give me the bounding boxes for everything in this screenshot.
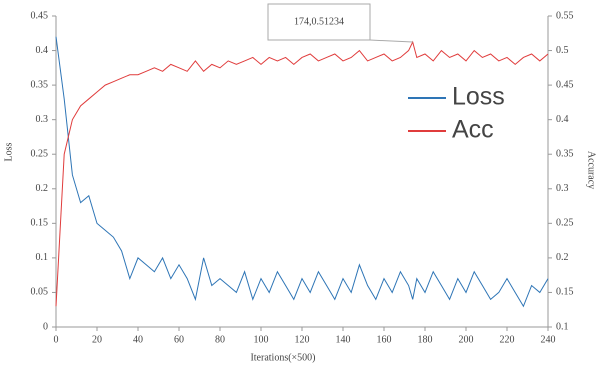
y2-tick-label: 0.35 <box>556 149 574 160</box>
annotation-text: 174,0.51234 <box>294 16 344 27</box>
legend-label: Acc <box>452 116 494 144</box>
x-tick-label: 140 <box>336 334 351 345</box>
y2-axis-label: Accuracy <box>586 151 597 189</box>
y2-tick-label: 0.55 <box>556 10 574 21</box>
y2-tick-label: 0.2 <box>556 252 569 263</box>
x-tick-label: 40 <box>133 334 143 345</box>
annotation-leader <box>369 39 413 43</box>
y2-tick-label: 0.1 <box>556 321 569 332</box>
y-tick-label: 0.3 <box>36 114 49 125</box>
annotation-box <box>267 3 371 41</box>
x-tick-label: 160 <box>377 334 392 345</box>
x-tick-label: 120 <box>295 334 310 345</box>
x-tick-label: 20 <box>92 334 102 345</box>
x-tick-label: 220 <box>500 334 515 345</box>
y2-tick-label: 0.25 <box>556 218 574 229</box>
x-tick-label: 60 <box>174 334 184 345</box>
y-tick-label: 0.05 <box>31 287 49 298</box>
x-tick-label: 180 <box>418 334 433 345</box>
y-tick-label: 0.35 <box>31 79 49 90</box>
y2-tick-label: 0.5 <box>556 45 569 56</box>
y-tick-label: 0.45 <box>31 10 49 21</box>
series-line <box>55 36 549 308</box>
y-tick-label: 0.2 <box>36 183 49 194</box>
x-tick-label: 80 <box>215 334 225 345</box>
y-tick-label: 0.4 <box>36 45 49 56</box>
x-tick-label: 0 <box>54 334 59 345</box>
x-tick-label: 240 <box>541 334 556 345</box>
series-line <box>55 40 549 307</box>
x-tick-label: 200 <box>459 334 474 345</box>
y2-tick-label: 0.4 <box>556 114 569 125</box>
x-axis-label: Iterations(×500) <box>250 352 315 363</box>
y-tick-label: 0.25 <box>31 149 49 160</box>
legend-label: Loss <box>452 83 505 111</box>
y-axis-label: Loss <box>3 142 14 161</box>
y-tick-label: 0.1 <box>36 252 49 263</box>
y2-tick-label: 0.3 <box>556 183 569 194</box>
y2-tick-label: 0.45 <box>556 79 574 90</box>
x-tick-label: 100 <box>254 334 269 345</box>
y-tick-label: 0.15 <box>31 218 49 229</box>
y2-tick-label: 0.15 <box>556 287 574 298</box>
y-tick-label: 0 <box>43 321 48 332</box>
